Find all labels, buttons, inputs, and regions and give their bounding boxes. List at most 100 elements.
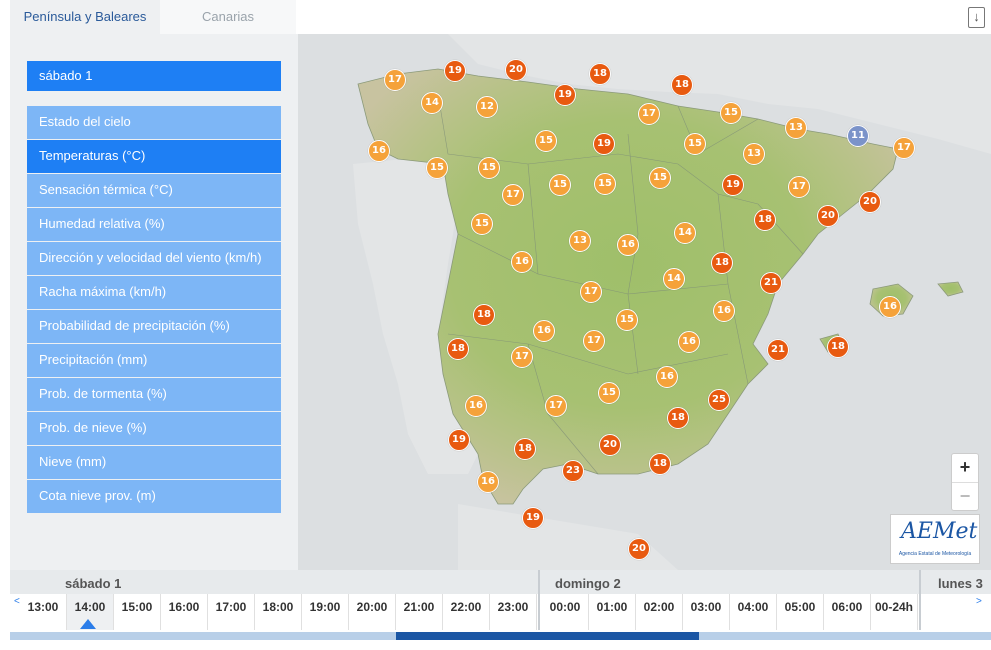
hour-slot[interactable]: 18:00 — [255, 594, 302, 630]
menu-item[interactable]: Racha máxima (km/h) — [27, 276, 281, 309]
temperature-marker[interactable]: 15 — [684, 133, 706, 155]
temperature-marker[interactable]: 15 — [649, 167, 671, 189]
hour-slot[interactable]: 13:00 — [20, 594, 67, 630]
temperature-marker[interactable]: 17 — [384, 69, 406, 91]
temperature-marker[interactable]: 16 — [511, 251, 533, 273]
temperature-marker[interactable]: 19 — [593, 133, 615, 155]
menu-item[interactable]: Cota nieve prov. (m) — [27, 480, 281, 513]
hour-slot[interactable]: 05:00 — [777, 594, 824, 630]
temperature-marker[interactable]: 17 — [580, 281, 602, 303]
menu-item[interactable]: Estado del cielo — [27, 106, 281, 139]
temperature-marker[interactable]: 17 — [638, 103, 660, 125]
temperature-marker[interactable]: 15 — [549, 174, 571, 196]
temperature-marker[interactable]: 20 — [599, 434, 621, 456]
temperature-marker[interactable]: 19 — [448, 429, 470, 451]
download-icon[interactable]: ↓ — [968, 7, 985, 28]
zoom-out-button[interactable]: − — [952, 482, 978, 511]
temperature-marker[interactable]: 16 — [368, 140, 390, 162]
temperature-marker[interactable]: 13 — [785, 117, 807, 139]
temperature-marker[interactable]: 17 — [893, 137, 915, 159]
hour-slot[interactable]: 01:00 — [589, 594, 636, 630]
temperature-marker[interactable]: 16 — [617, 234, 639, 256]
temperature-marker[interactable]: 19 — [554, 84, 576, 106]
hour-slot[interactable]: 20:00 — [349, 594, 396, 630]
temperature-marker[interactable]: 21 — [767, 339, 789, 361]
hour-slot[interactable]: 03:00 — [683, 594, 730, 630]
temperature-marker[interactable]: 18 — [711, 252, 733, 274]
hour-slot[interactable]: 06:00 — [824, 594, 871, 630]
spain-temperature-map[interactable]: 17 19 20 18 19 18 14 12 17 15 13 11 17 16 15 15 15 19 15 13… — [298, 34, 991, 570]
timeline-prev-arrow[interactable]: < — [14, 596, 20, 607]
temperature-marker[interactable]: 16 — [879, 296, 901, 318]
hour-slot[interactable]: 00-24h — [871, 594, 918, 630]
temperature-marker[interactable]: 19 — [522, 507, 544, 529]
temperature-marker[interactable]: 11 — [847, 125, 869, 147]
temperature-marker[interactable]: 21 — [760, 272, 782, 294]
temperature-marker[interactable]: 12 — [476, 96, 498, 118]
temperature-marker[interactable]: 15 — [598, 382, 620, 404]
temperature-marker[interactable]: 14 — [421, 92, 443, 114]
temperature-marker[interactable]: 16 — [465, 395, 487, 417]
temperature-marker[interactable]: 15 — [594, 173, 616, 195]
tab-peninsula-baleares[interactable]: Península y Baleares — [10, 0, 160, 34]
temperature-marker[interactable]: 16 — [477, 471, 499, 493]
temperature-marker[interactable]: 16 — [656, 366, 678, 388]
menu-item[interactable]: Sensación térmica (°C) — [27, 174, 281, 207]
menu-item[interactable]: Dirección y velocidad del viento (km/h) — [27, 242, 281, 275]
temperature-marker[interactable]: 15 — [478, 157, 500, 179]
temperature-marker[interactable]: 15 — [471, 213, 493, 235]
temperature-marker[interactable]: 25 — [708, 389, 730, 411]
temperature-marker[interactable]: 18 — [671, 74, 693, 96]
temperature-marker[interactable]: 20 — [505, 59, 527, 81]
temperature-marker[interactable]: 23 — [562, 460, 584, 482]
hour-slot[interactable]: 00:00 — [542, 594, 589, 630]
hour-slot[interactable]: 19:00 — [302, 594, 349, 630]
hour-slot[interactable]: 21:00 — [396, 594, 443, 630]
temperature-marker[interactable]: 17 — [788, 176, 810, 198]
temperature-marker[interactable]: 16 — [713, 300, 735, 322]
temperature-marker[interactable]: 20 — [817, 205, 839, 227]
temperature-marker[interactable]: 18 — [827, 336, 849, 358]
temperature-marker[interactable]: 14 — [674, 222, 696, 244]
temperature-marker[interactable]: 15 — [720, 102, 742, 124]
temperature-marker[interactable]: 15 — [616, 309, 638, 331]
temperature-marker[interactable]: 17 — [583, 330, 605, 352]
temperature-marker[interactable]: 20 — [859, 191, 881, 213]
temperature-marker[interactable]: 18 — [447, 338, 469, 360]
temperature-marker[interactable]: 18 — [514, 438, 536, 460]
hour-slot[interactable]: 17:00 — [208, 594, 255, 630]
temperature-marker[interactable]: 16 — [678, 331, 700, 353]
temperature-marker[interactable]: 18 — [473, 304, 495, 326]
temperature-marker[interactable]: 19 — [722, 174, 744, 196]
menu-item[interactable]: Probabilidad de precipitación (%) — [27, 310, 281, 343]
temperature-marker[interactable]: 14 — [663, 268, 685, 290]
timeline-scroll-thumb[interactable] — [396, 632, 699, 640]
hour-slot[interactable]: 04:00 — [730, 594, 777, 630]
temperature-marker[interactable]: 19 — [444, 60, 466, 82]
timeline-next-arrow[interactable]: > — [976, 596, 982, 607]
hour-slot[interactable]: 02:00 — [636, 594, 683, 630]
menu-item[interactable]: Nieve (mm) — [27, 446, 281, 479]
zoom-in-button[interactable]: + — [959, 457, 971, 477]
temperature-marker[interactable]: 18 — [667, 407, 689, 429]
temperature-marker[interactable]: 17 — [511, 346, 533, 368]
date-selector[interactable]: sábado 1 — [27, 61, 281, 91]
temperature-marker[interactable]: 20 — [628, 538, 650, 560]
menu-item[interactable]: Temperaturas (°C) — [27, 140, 281, 173]
menu-item[interactable]: Prob. de nieve (%) — [27, 412, 281, 445]
hour-slot[interactable]: 16:00 — [161, 594, 208, 630]
temperature-marker[interactable]: 18 — [754, 209, 776, 231]
temperature-marker[interactable]: 15 — [535, 130, 557, 152]
temperature-marker[interactable]: 16 — [533, 320, 555, 342]
temperature-marker[interactable]: 17 — [545, 395, 567, 417]
temperature-marker[interactable]: 15 — [426, 157, 448, 179]
hour-slot[interactable]: 23:00 — [490, 594, 537, 630]
menu-item[interactable]: Humedad relativa (%) — [27, 208, 281, 241]
menu-item[interactable]: Precipitación (mm) — [27, 344, 281, 377]
menu-item[interactable]: Prob. de tormenta (%) — [27, 378, 281, 411]
temperature-marker[interactable]: 13 — [569, 230, 591, 252]
temperature-marker[interactable]: 17 — [502, 184, 524, 206]
hour-slot[interactable]: 15:00 — [114, 594, 161, 630]
tab-canarias[interactable]: Canarias — [160, 0, 296, 34]
temperature-marker[interactable]: 13 — [743, 143, 765, 165]
